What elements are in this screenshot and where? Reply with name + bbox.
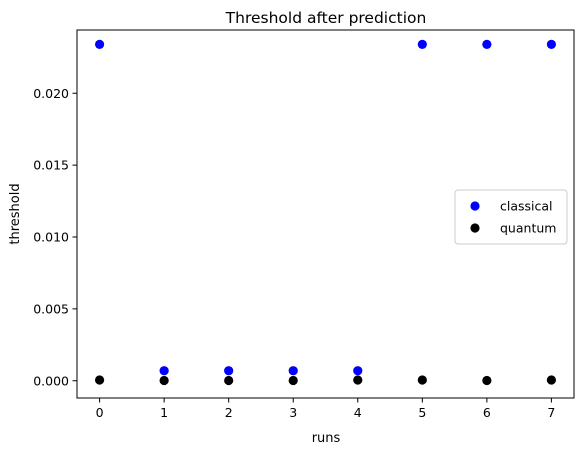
x-tick-label: 3: [289, 405, 297, 420]
y-tick-label: 0.005: [33, 301, 69, 316]
x-tick-label: 2: [225, 405, 233, 420]
x-tick-label: 5: [418, 405, 426, 420]
classical-point: [224, 366, 233, 375]
classical-point: [160, 366, 169, 375]
quantum-legend-label: quantum: [500, 221, 556, 236]
legend: classical quantum: [455, 190, 567, 244]
y-axis: 0.000 0.005 0.010 0.015 0.020: [33, 86, 77, 389]
quantum-point: [353, 375, 362, 384]
y-tick-label: 0.010: [33, 230, 69, 245]
classical-point: [547, 40, 556, 49]
quantum-point: [482, 376, 491, 385]
chart-title: Threshold after prediction: [225, 9, 427, 27]
quantum-point: [547, 375, 556, 384]
classical-point: [418, 40, 427, 49]
quantum-point: [418, 375, 427, 384]
classical-point: [482, 40, 491, 49]
classical-legend-marker: [470, 201, 479, 210]
y-tick-label: 0.020: [33, 86, 69, 101]
quantum-point: [224, 376, 233, 385]
classical-point: [95, 40, 104, 49]
quantum-point: [160, 376, 169, 385]
classical-point: [289, 366, 298, 375]
x-tick-label: 7: [547, 405, 555, 420]
x-tick-label: 4: [354, 405, 362, 420]
x-axis-label: runs: [312, 431, 341, 446]
quantum-point: [289, 376, 298, 385]
quantum-point: [95, 375, 104, 384]
x-tick-label: 1: [160, 405, 168, 420]
classical-legend-label: classical: [500, 199, 553, 214]
quantum-legend-marker: [470, 223, 479, 232]
classical-point: [353, 366, 362, 375]
y-tick-label: 0.000: [33, 373, 69, 388]
x-tick-label: 0: [96, 405, 104, 420]
y-tick-label: 0.015: [33, 158, 69, 173]
x-axis: 0 1 2 3 4 5 6 7: [96, 398, 556, 420]
y-axis-label: threshold: [8, 183, 23, 244]
x-tick-label: 6: [483, 405, 491, 420]
